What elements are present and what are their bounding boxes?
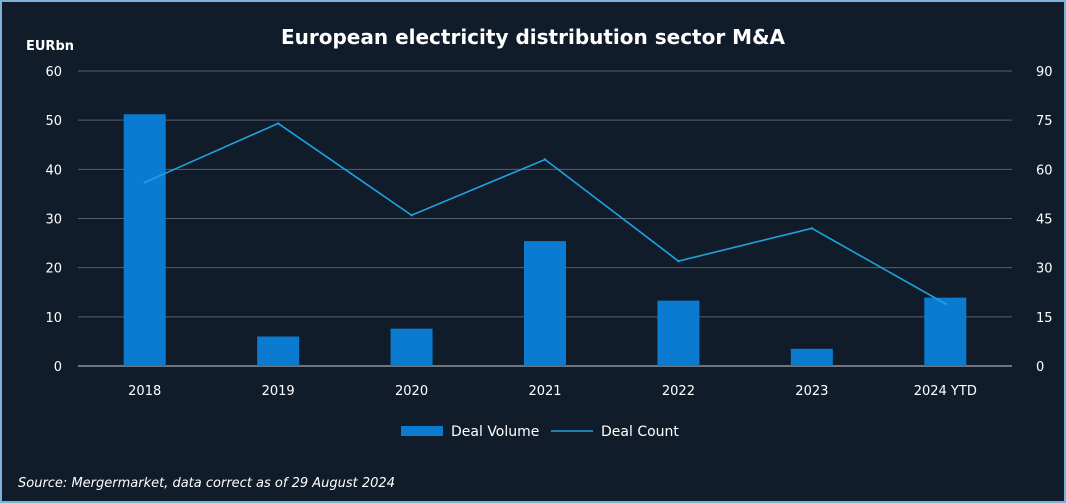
y-axis-unit-label: EURbn xyxy=(26,39,74,54)
x-tick-label: 2020 xyxy=(395,384,428,399)
point-deal-count-2022 xyxy=(677,259,680,263)
chart-title: European electricity distribution sector… xyxy=(281,25,786,49)
right-tick-label: 60 xyxy=(1036,163,1053,178)
x-tick-label: 2019 xyxy=(262,384,295,399)
point-deal-count-2020 xyxy=(410,214,413,217)
bar-deal-volume-2019 xyxy=(257,336,300,366)
deal-count-line-series xyxy=(143,122,947,305)
bar-deal-volume-2023 xyxy=(790,348,833,366)
left-tick-label: 10 xyxy=(45,311,62,326)
left-tick-label: 40 xyxy=(45,163,62,178)
right-y-axis-ticks: 0 15 30 45 60 75 90 xyxy=(1036,65,1053,375)
right-tick-label: 30 xyxy=(1036,262,1053,277)
x-axis-ticks: 2018 2019 2020 2021 2022 2023 2024 YTD xyxy=(128,384,977,399)
left-tick-label: 60 xyxy=(45,65,62,80)
point-deal-count-2018 xyxy=(143,181,146,184)
deal-volume-bars xyxy=(123,114,967,367)
x-tick-label: 2018 xyxy=(128,384,161,399)
bar-deal-volume-2018 xyxy=(123,114,166,367)
right-tick-label: 15 xyxy=(1036,311,1053,326)
point-deal-count-2024-ytd xyxy=(944,302,947,305)
right-tick-label: 90 xyxy=(1036,65,1053,80)
right-tick-label: 45 xyxy=(1036,213,1053,228)
left-tick-label: 50 xyxy=(45,114,62,129)
right-tick-label: 75 xyxy=(1036,114,1053,129)
left-tick-label: 0 xyxy=(54,360,62,375)
bar-deal-volume-2020 xyxy=(390,328,433,366)
bar-deal-volume-2024-ytd xyxy=(924,297,967,366)
left-tick-label: 20 xyxy=(45,262,62,277)
legend-label-deal-count: Deal Count xyxy=(601,424,679,440)
legend: Deal Volume Deal Count xyxy=(401,424,679,440)
legend-swatch-deal-volume xyxy=(401,426,443,436)
point-deal-count-2023 xyxy=(810,227,814,230)
left-tick-label: 30 xyxy=(45,213,62,228)
x-tick-label: 2024 YTD xyxy=(914,384,977,399)
legend-label-deal-volume: Deal Volume xyxy=(451,424,539,440)
x-tick-label: 2023 xyxy=(795,384,828,399)
source-note: Source: Mergermarket, data correct as of… xyxy=(18,476,395,491)
x-tick-label: 2021 xyxy=(528,384,561,399)
x-tick-label: 2022 xyxy=(662,384,695,399)
point-deal-count-2021 xyxy=(543,158,547,161)
bar-deal-volume-2022 xyxy=(657,300,700,366)
right-tick-label: 0 xyxy=(1036,360,1044,375)
left-y-axis-ticks: 0 10 20 30 40 50 60 xyxy=(45,65,62,375)
point-deal-count-2019 xyxy=(276,122,280,125)
bar-deal-volume-2021 xyxy=(524,241,566,366)
